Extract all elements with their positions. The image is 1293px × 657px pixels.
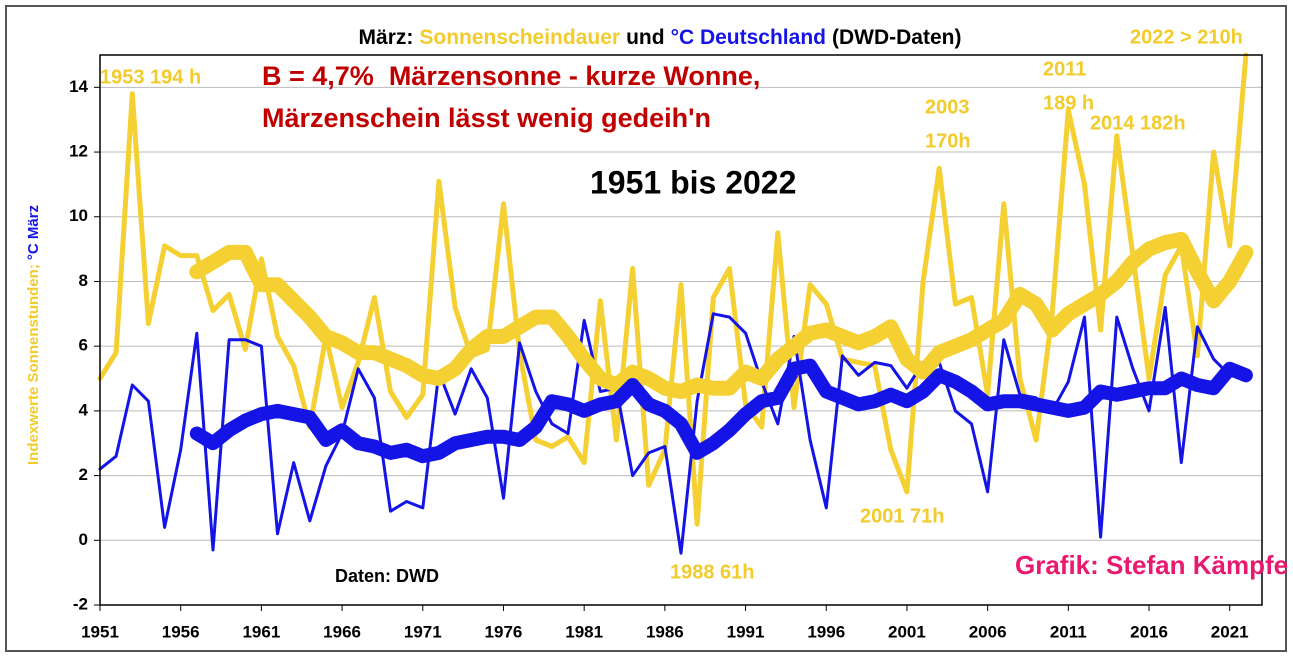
lines	[97, 52, 1254, 555]
annotation: 2001 71h	[860, 505, 945, 527]
title-part: (DWD-Daten)	[832, 26, 961, 49]
annotation: 2003	[925, 96, 970, 118]
y-tick-label: 10	[69, 206, 88, 225]
x-tick-label: 1971	[404, 622, 442, 641]
y-tick-label: 2	[79, 465, 88, 484]
title-part: März:	[359, 26, 414, 49]
title-part: Sonnenscheindauer	[419, 26, 620, 49]
x-tick-label: 1951	[81, 622, 119, 641]
y-tick-label: 8	[79, 271, 88, 290]
series-line	[189, 231, 1254, 399]
x-tick-label: 1966	[323, 622, 361, 641]
annotation: 189 h	[1043, 92, 1094, 114]
plot-frame	[99, 54, 1263, 606]
y-tick-label: 12	[69, 142, 88, 161]
y-tick-label: 4	[79, 400, 89, 419]
x-tick-label: 1961	[242, 622, 280, 641]
y-tick-label: 6	[79, 336, 88, 355]
y-label-part: Indexwerte Sonnenstunden;	[25, 264, 42, 465]
annotation: Märzenschein lässt wenig gedeih'n	[262, 103, 711, 133]
annotation: Grafik: Stefan Kämpfe	[1015, 550, 1288, 580]
y-label-part: °C März	[25, 205, 42, 260]
annotation: 2014 182h	[1090, 112, 1186, 134]
x-tick-label: 1956	[162, 622, 200, 641]
title-part: °C Deutschland	[671, 26, 826, 49]
chart-title: März: Sonnenscheindauer und °C Deutschland (…	[359, 26, 962, 49]
series-line	[189, 358, 1253, 464]
x-tick-label: 2011	[1050, 622, 1087, 641]
x-tick-label: 2021	[1211, 622, 1249, 641]
x-tick-label: 1976	[485, 622, 523, 641]
annotation: 1988 61h	[670, 561, 755, 583]
annotation: 170h	[925, 130, 971, 152]
annotation: 2011	[1043, 58, 1086, 80]
outer-frame	[5, 5, 1287, 652]
x-tick-label: 1981	[565, 622, 603, 641]
title-part: und	[626, 26, 664, 49]
x-tick-label: 2006	[969, 622, 1007, 641]
annotation: 1951 bis 2022	[590, 164, 796, 200]
x-tick-label: 1986	[646, 622, 684, 641]
y-tick-label: -2	[73, 594, 88, 613]
annotation: 1953 194 h	[100, 66, 201, 88]
annotation: Daten: DWD	[335, 566, 439, 586]
labels: -2 0 2 4 6 8 10 12 14 1951 1956 1961 1966 1971 1976 198…	[25, 26, 1288, 642]
annotation: 2022 > 210h	[1130, 26, 1243, 48]
x-tick-label: 2016	[1130, 622, 1168, 641]
x-tick-label: 2001	[888, 622, 926, 641]
y-tick-label: 0	[79, 530, 88, 549]
x-tick-label: 1991	[727, 622, 765, 641]
x-tick-label: 1996	[807, 622, 845, 641]
annotation: B = 4,7% Märzensonne - kurze Wonne,	[262, 61, 760, 91]
series-line	[97, 52, 1249, 527]
y-axis-label: Indexwerte Sonnenstunden; °C März	[25, 205, 42, 465]
y-tick-label: 14	[69, 77, 88, 96]
